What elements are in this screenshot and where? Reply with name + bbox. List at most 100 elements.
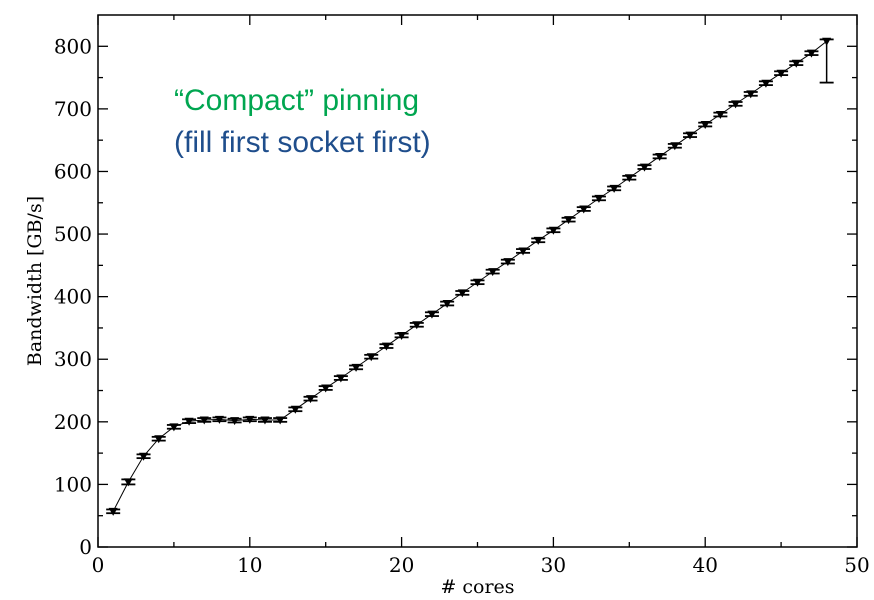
marker-triangle: [579, 205, 589, 214]
marker-triangle: [533, 236, 543, 245]
marker-triangle: [715, 111, 725, 120]
marker-triangle: [412, 321, 422, 330]
data-point: [591, 194, 606, 203]
data-point: [409, 321, 424, 330]
y-tick-label: 600: [54, 159, 92, 183]
x-axis-label: # cores: [440, 576, 514, 598]
data-point: [652, 152, 667, 161]
annotation-compact-pinning: “Compact” pinning: [174, 84, 419, 117]
y-tick-label: 100: [54, 472, 92, 496]
marker-triangle: [154, 435, 164, 444]
data-point: [121, 478, 136, 487]
data-point: [728, 100, 743, 109]
marker-triangle: [488, 268, 498, 277]
marker-triangle: [806, 49, 816, 58]
data-point: [227, 417, 242, 426]
marker-triangle: [245, 415, 255, 424]
marker-triangle: [564, 216, 574, 225]
marker-triangle: [260, 416, 270, 425]
data-point: [713, 111, 728, 120]
data-point: [667, 142, 682, 151]
data-point: [485, 268, 500, 277]
data-point: [774, 69, 789, 78]
data-point: [166, 423, 181, 432]
data-point: [743, 90, 758, 99]
data-point: [455, 289, 470, 298]
marker-triangle: [776, 69, 786, 78]
marker-triangle: [427, 310, 437, 319]
marker-triangle: [184, 417, 194, 426]
x-tick-label: 20: [389, 553, 414, 577]
marker-triangle: [290, 405, 300, 414]
marker-triangle: [139, 452, 149, 461]
data-point: [394, 331, 409, 340]
data-point: [197, 416, 212, 425]
marker-triangle: [381, 342, 391, 351]
data-point: [257, 416, 272, 425]
marker-triangle: [230, 417, 240, 426]
y-tick-label: 0: [79, 535, 92, 559]
data-point: [637, 163, 652, 172]
marker-triangle: [761, 79, 771, 88]
marker-triangle: [366, 353, 376, 362]
data-point: [546, 226, 561, 235]
data-point: [364, 353, 379, 362]
x-tick-label: 30: [541, 553, 566, 577]
x-tick-label: 50: [844, 553, 869, 577]
marker-triangle: [169, 423, 179, 432]
y-tick-label: 200: [54, 410, 92, 434]
data-point: [379, 342, 394, 351]
marker-triangle: [746, 90, 756, 99]
x-tick-label: 0: [92, 553, 105, 577]
y-axis-label: Bandwidth [GB/s]: [24, 196, 46, 366]
y-tick-label: 700: [54, 97, 92, 121]
data-point: [136, 452, 151, 461]
marker-triangle: [442, 300, 452, 309]
marker-triangle: [548, 226, 558, 235]
marker-triangle: [685, 131, 695, 140]
data-point: [516, 247, 531, 256]
data-point: [212, 415, 227, 424]
data-point: [607, 184, 622, 193]
marker-triangle: [700, 121, 710, 130]
data-point: [242, 415, 257, 424]
data-point: [804, 49, 819, 58]
marker-triangle: [473, 278, 482, 287]
marker-triangle: [639, 163, 649, 172]
data-point: [303, 395, 318, 404]
marker-triangle: [670, 142, 680, 151]
data-point: [182, 417, 197, 426]
y-tick-label: 400: [54, 285, 92, 309]
data-point: [440, 300, 455, 309]
plot-frame: [97, 14, 858, 548]
marker-triangle: [822, 37, 832, 46]
data-point: [151, 435, 166, 444]
marker-triangle: [655, 152, 665, 161]
marker-triangle: [457, 289, 467, 298]
marker-triangle: [518, 247, 528, 256]
annotation-fill-first-socket: (fill first socket first): [174, 126, 431, 159]
data-point: [789, 59, 804, 68]
marker-triangle: [214, 415, 224, 424]
data-point: [470, 278, 485, 287]
y-tick-label: 800: [54, 34, 92, 58]
marker-triangle: [351, 363, 361, 372]
data-point: [106, 507, 121, 516]
marker-triangle: [731, 100, 741, 109]
marker-triangle: [397, 331, 407, 340]
data-point: [622, 174, 637, 183]
marker-triangle: [609, 184, 619, 193]
data-point: [819, 37, 834, 84]
data-point: [349, 363, 364, 372]
x-tick-label: 40: [692, 553, 717, 577]
marker-triangle: [108, 507, 118, 516]
marker-triangle: [336, 374, 346, 383]
marker-triangle: [321, 384, 331, 393]
data-point: [758, 79, 773, 88]
data-point: [318, 384, 333, 393]
data-point: [333, 374, 348, 383]
data-point: [561, 216, 576, 225]
marker-triangle: [791, 59, 801, 68]
